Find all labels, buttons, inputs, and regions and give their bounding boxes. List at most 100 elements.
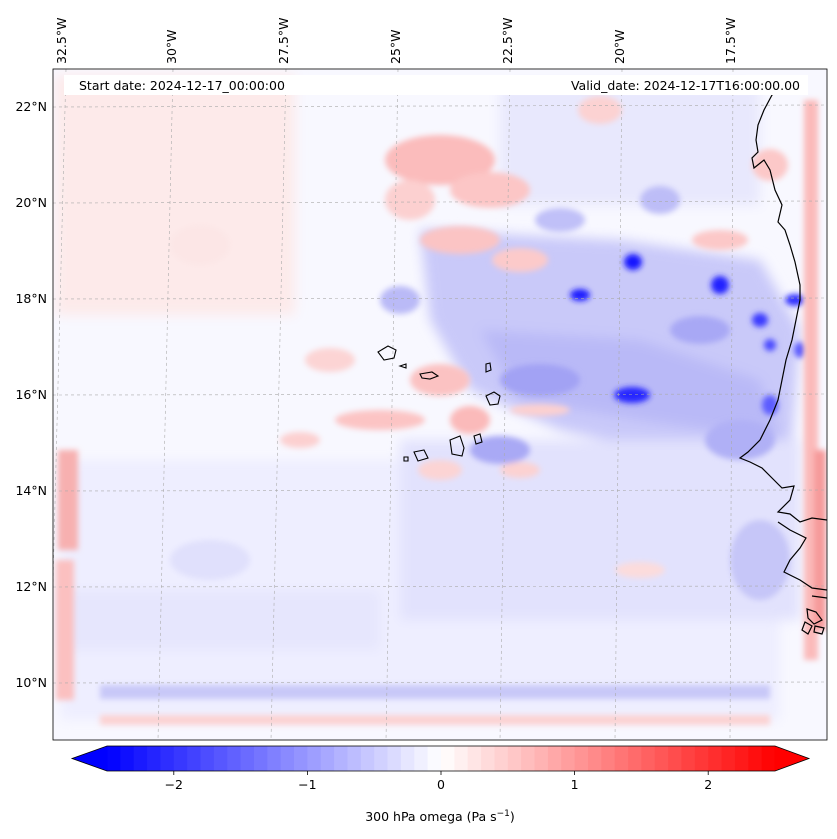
start-date-label: Start date: 2024-12-17_00:00:00: [79, 78, 285, 93]
colorbar-segment: [253, 746, 268, 771]
colorbar-segment: [280, 746, 295, 771]
colorbar-segment: [547, 746, 562, 771]
colorbar-segment: [200, 746, 215, 771]
map-panel: Start date: 2024-12-17_00:00:00 Valid_da…: [53, 69, 827, 740]
colorbar-segment: [240, 746, 255, 771]
colorbar-segment: [107, 746, 121, 771]
longitude-tick-labels: 32.5°W 30°W 27.5°W 25°W 22.5°W 20°W 17.5…: [54, 18, 738, 64]
colorbar-segment: [668, 746, 683, 771]
colorbar-segment: [147, 746, 162, 771]
header-box: [64, 75, 808, 95]
colorbar-segment: [561, 746, 576, 771]
colorbar-segment: [467, 746, 482, 771]
lon-tick-4: 22.5°W: [500, 18, 515, 64]
boundary-artifacts: [56, 100, 826, 725]
colorbar-segment: [574, 746, 589, 771]
colorbar-segment: [721, 746, 736, 771]
colorbar-segment: [360, 746, 375, 771]
lat-tick-1: 20°N: [15, 195, 47, 210]
colorbar-segment: [441, 746, 455, 771]
colorbar-segment: [507, 746, 522, 771]
colorbar-segment: [734, 746, 749, 771]
colorbar-segment: [628, 746, 642, 771]
colorbar-segment: [187, 746, 202, 771]
lat-tick-2: 18°N: [15, 291, 47, 306]
colorbar-segment: [160, 746, 175, 771]
latitude-tick-labels: 22°N 20°N 18°N 16°N 14°N 12°N 10°N: [15, 99, 47, 690]
lon-tick-0: 32.5°W: [54, 18, 69, 64]
coastline: [738, 81, 827, 635]
colorbar-segment: [521, 746, 536, 771]
lon-tick-6: 17.5°W: [723, 18, 738, 64]
island-santo-antao: [377, 345, 397, 361]
omega-cores: [570, 254, 806, 415]
colorbar-segment: [267, 746, 282, 771]
colorbar-segment: [213, 746, 228, 771]
colorbar-segment: [587, 746, 602, 771]
colorbar-segment: [173, 746, 188, 771]
colorbar-segment: [320, 746, 335, 771]
valid-date-label: Valid_date: 2024-12-17T16:00:00.00: [571, 78, 800, 93]
colorbar-segment: [294, 746, 308, 771]
island-sao-nicolau: [419, 371, 440, 380]
lon-tick-5: 20°W: [612, 29, 627, 64]
lat-tick-6: 10°N: [15, 675, 47, 690]
graticule: [53, 69, 827, 740]
colorbar-segment: [481, 746, 496, 771]
colorbar-segment: [708, 746, 723, 771]
colorbar-segment: [400, 746, 415, 771]
colorbar-outline: [70, 745, 811, 772]
colorbar-segment: [133, 746, 148, 771]
colorbar-segment: [374, 746, 389, 771]
colorbar-segment: [614, 746, 629, 771]
island-brava: [403, 456, 409, 462]
colorbar-segment: [641, 746, 656, 771]
cape-verde-islands: [377, 345, 501, 462]
colorbar-segment: [334, 746, 349, 771]
colorbar-label: 300 hPa omega (Pa s−1): [365, 809, 515, 824]
map-frame: [52, 68, 828, 741]
lon-tick-2: 27.5°W: [276, 18, 291, 64]
colorbar-segment: [347, 746, 362, 771]
colorbar-segment: [681, 746, 696, 771]
colorbar-tick-label: 2: [704, 777, 712, 792]
colorbar-segment: [414, 746, 429, 771]
colorbar-segment: [494, 746, 509, 771]
colorbar: −2 −1 0 1 2 300 hPa omega (Pa s−1): [70, 745, 811, 824]
colorbar-ticks: −2 −1 0 1 2: [165, 771, 712, 792]
colorbar-tick-label: −1: [298, 777, 316, 792]
colorbar-segment: [454, 746, 469, 771]
colorbar-segment: [601, 746, 616, 771]
island-boa-vista: [485, 391, 501, 406]
colorbar-tick-label: 0: [437, 777, 445, 792]
colorbar-segments: [72, 746, 809, 771]
lat-tick-3: 16°N: [15, 387, 47, 402]
colorbar-extend-min: [72, 746, 108, 771]
island-santiago: [449, 435, 465, 457]
island-sal: [485, 362, 492, 373]
colorbar-tick-label: 1: [571, 777, 579, 792]
colorbar-extend-max: [774, 746, 809, 771]
colorbar-tick-label: −2: [165, 777, 183, 792]
colorbar-segment: [534, 746, 549, 771]
colorbar-segment: [761, 746, 776, 771]
colorbar-segment: [748, 746, 763, 771]
colorbar-segment: [387, 746, 402, 771]
colorbar-segment: [427, 746, 442, 771]
lon-tick-3: 25°W: [388, 29, 403, 64]
lon-tick-1: 30°W: [164, 29, 179, 64]
colorbar-segment: [227, 746, 242, 771]
colorbar-segment: [120, 746, 135, 771]
island-sao-vicente: [398, 363, 407, 369]
omega-field-broad: [55, 75, 800, 720]
colorbar-segment: [654, 746, 669, 771]
lat-tick-4: 14°N: [15, 483, 47, 498]
island-maio: [473, 433, 483, 445]
colorbar-segment: [307, 746, 322, 771]
island-fogo: [413, 449, 429, 462]
lat-tick-5: 12°N: [15, 579, 47, 594]
omega-field-detail: [170, 96, 790, 600]
colorbar-segment: [694, 746, 709, 771]
lat-tick-0: 22°N: [15, 99, 47, 114]
